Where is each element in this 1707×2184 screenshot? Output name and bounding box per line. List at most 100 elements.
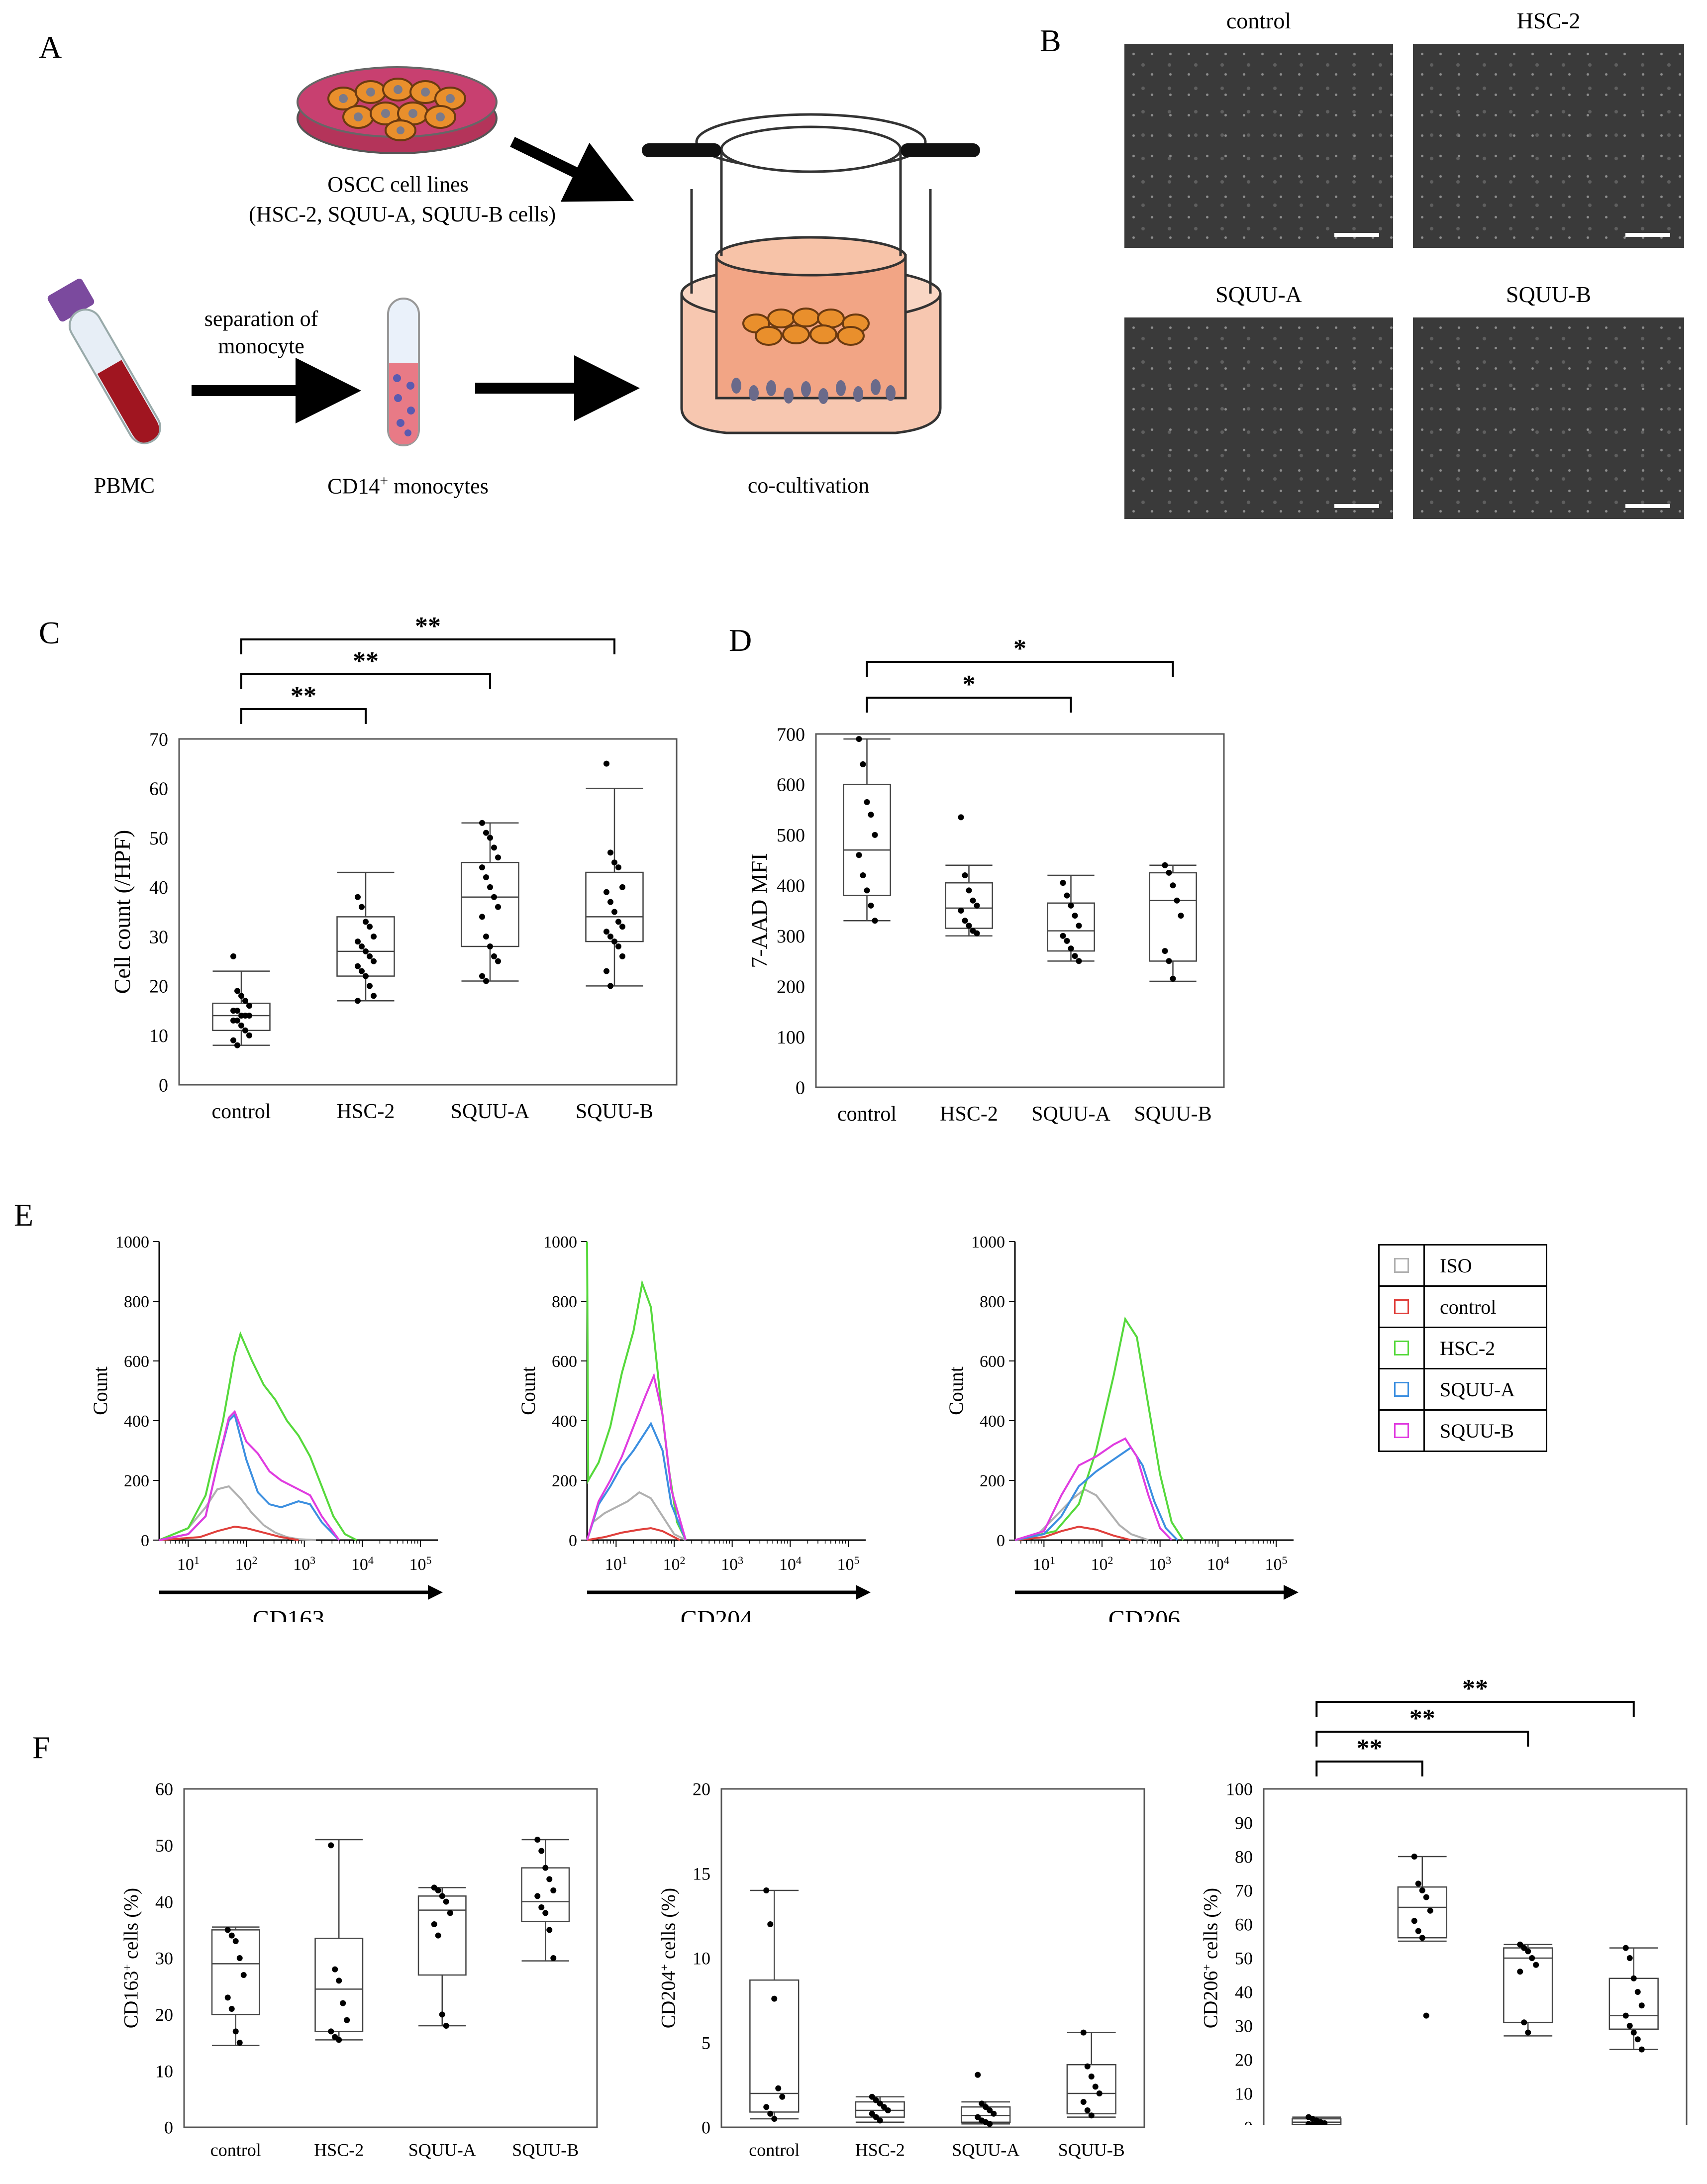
data-point — [224, 1927, 231, 1933]
box-iqr — [461, 861, 519, 947]
data-point — [877, 2117, 883, 2124]
x-tick-label: 101 — [605, 1554, 627, 1574]
x-tick-label: 103 — [1149, 1554, 1171, 1574]
y-tick-label: 0 — [702, 2118, 710, 2138]
panel-letter-f: F — [32, 1730, 50, 1765]
data-point — [873, 2097, 879, 2103]
data-point — [1419, 1935, 1425, 1941]
data-point — [970, 897, 976, 904]
y-axis-label: CD163+ cells (%) — [119, 1888, 142, 2028]
y-tick-label: 0 — [796, 1077, 805, 1098]
data-point — [1166, 869, 1172, 876]
data-point — [236, 2040, 243, 2046]
data-point — [359, 943, 365, 949]
x-tick-label: 104 — [1207, 1554, 1229, 1574]
y-tick-label: 800 — [552, 1293, 577, 1311]
y-tick-label: 500 — [777, 825, 805, 846]
significance-bracket — [1315, 1731, 1529, 1747]
data-point — [869, 2110, 875, 2117]
data-point — [1060, 933, 1066, 939]
legend-row-control: control — [1380, 1287, 1546, 1328]
y-tick-label: 70 — [1235, 1881, 1253, 1901]
y-tick-label: 800 — [124, 1293, 149, 1311]
y-tick-label: 10 — [1235, 2084, 1253, 2104]
x-tick-label: 102 — [235, 1554, 258, 1574]
data-point — [367, 983, 373, 989]
x-category-label: SQUU-A — [408, 2140, 476, 2160]
data-point — [860, 872, 866, 878]
y-tick-label: 400 — [777, 876, 805, 897]
y-tick-label: 20 — [155, 2005, 173, 2025]
data-point — [371, 934, 377, 940]
data-point — [1313, 2122, 1320, 2125]
data-point — [958, 908, 964, 914]
y-tick-label: 10 — [149, 1026, 168, 1046]
data-point — [966, 923, 972, 929]
y-axis-label: Count — [517, 1366, 539, 1415]
micrograph-title-control: control — [1226, 8, 1292, 33]
data-point — [479, 820, 485, 826]
data-point — [232, 2028, 239, 2035]
x-category-label: control — [212, 1100, 271, 1123]
data-point — [1068, 945, 1074, 952]
data-point — [234, 1042, 240, 1048]
data-point — [962, 918, 968, 924]
y-tick-label: 0 — [569, 1532, 577, 1550]
x-tick-label: 101 — [1033, 1554, 1055, 1574]
data-point — [974, 902, 980, 909]
y-tick-label: 50 — [155, 1836, 173, 1856]
y-tick-label: 50 — [149, 828, 168, 849]
data-point — [1638, 2046, 1645, 2053]
histogram-series-squu-b — [1014, 1437, 1173, 1541]
arrow-dish-to-transwell — [510, 137, 634, 202]
box-iqr — [1503, 1947, 1553, 2023]
data-point — [224, 1994, 231, 2001]
data-point — [363, 919, 369, 925]
significance-label: ** — [1409, 1704, 1435, 1733]
significance-label: ** — [353, 647, 379, 675]
data-point — [491, 953, 497, 959]
y-tick-label: 15 — [693, 1864, 710, 1884]
histogram-series-squu-b — [586, 1372, 687, 1541]
data-point — [443, 2023, 449, 2029]
panel-letter-c: C — [39, 615, 60, 650]
data-point — [763, 1887, 770, 1893]
histogram-series-iso — [586, 1491, 687, 1541]
x-category-label: SQUU-A — [952, 2140, 1019, 2160]
data-point — [542, 1865, 549, 1871]
y-tick-label: 0 — [159, 1075, 168, 1096]
histogram-series-squu-a — [586, 1421, 687, 1541]
box-iqr — [336, 916, 395, 977]
transwell-icon — [642, 113, 980, 434]
plot-frame — [183, 1788, 598, 2128]
data-point — [483, 978, 489, 984]
y-tick-label: 40 — [155, 1892, 173, 1912]
data-point — [359, 968, 365, 974]
data-point — [873, 2114, 879, 2120]
y-tick-label: 200 — [777, 976, 805, 997]
y-tick-label: 1000 — [115, 1233, 149, 1251]
panel-letter-d: D — [729, 623, 752, 658]
significance-bracket — [240, 673, 491, 689]
data-point — [983, 2104, 989, 2110]
y-tick-label: 10 — [693, 1949, 710, 1969]
data-point — [479, 864, 485, 871]
data-point — [607, 849, 613, 856]
data-point — [1162, 948, 1168, 954]
data-point — [495, 904, 501, 910]
panel-a-schematic — [47, 66, 980, 446]
data-point — [355, 963, 361, 969]
data-point — [363, 973, 369, 979]
x-axis-label: CD206 — [1108, 1605, 1180, 1622]
data-point — [763, 2104, 770, 2110]
legend-row-squu-a: SQUU-A — [1380, 1369, 1546, 1411]
data-point — [1525, 1948, 1531, 1955]
oscc-label: OSCC cell lines — [327, 172, 469, 197]
data-point — [611, 909, 617, 915]
x-axis-label: CD163 — [253, 1605, 324, 1622]
data-point — [491, 844, 497, 851]
cd14-monocytes-label: CD14+ monocytes — [327, 473, 489, 499]
x-tick-label: 105 — [837, 1554, 860, 1574]
legend-swatch — [1380, 1411, 1425, 1451]
data-point — [1162, 862, 1168, 868]
